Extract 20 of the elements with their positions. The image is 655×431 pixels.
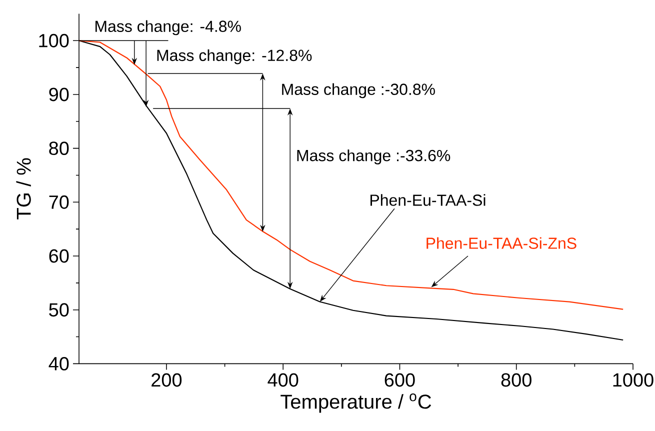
y-tick-label: 60	[49, 249, 69, 263]
y-tick-label: 70	[49, 195, 69, 209]
annotation: Mass change: -12.8%	[157, 49, 312, 64]
y-axis-title: TG / %	[16, 158, 31, 220]
annotation: Mass change: -4.8%	[96, 20, 241, 36]
annotation: Mass change :-33.6%	[297, 149, 450, 164]
x-tick-label: 800	[501, 373, 532, 387]
y-tick-label: 50	[49, 303, 69, 317]
x-tick-label: 200	[152, 373, 182, 387]
text: Phen-Eu-TAA-Si	[370, 194, 486, 206]
y-tick-label: 90	[49, 88, 69, 102]
annotation: Mass change :-30.8%	[282, 83, 435, 98]
text: Phen-Eu-TAA-Si-ZnS	[426, 237, 576, 249]
x-axis-title: Temperature / $^{o}$C	[280, 394, 432, 413]
x-tick-label: 600	[384, 373, 415, 387]
y-tick-label: 40	[48, 356, 69, 370]
y-tick-label: 100	[39, 34, 69, 48]
x-tick-label: 400	[268, 373, 298, 387]
y-tick-label: 80	[49, 142, 69, 156]
x-tick-label: 1000	[613, 373, 654, 387]
